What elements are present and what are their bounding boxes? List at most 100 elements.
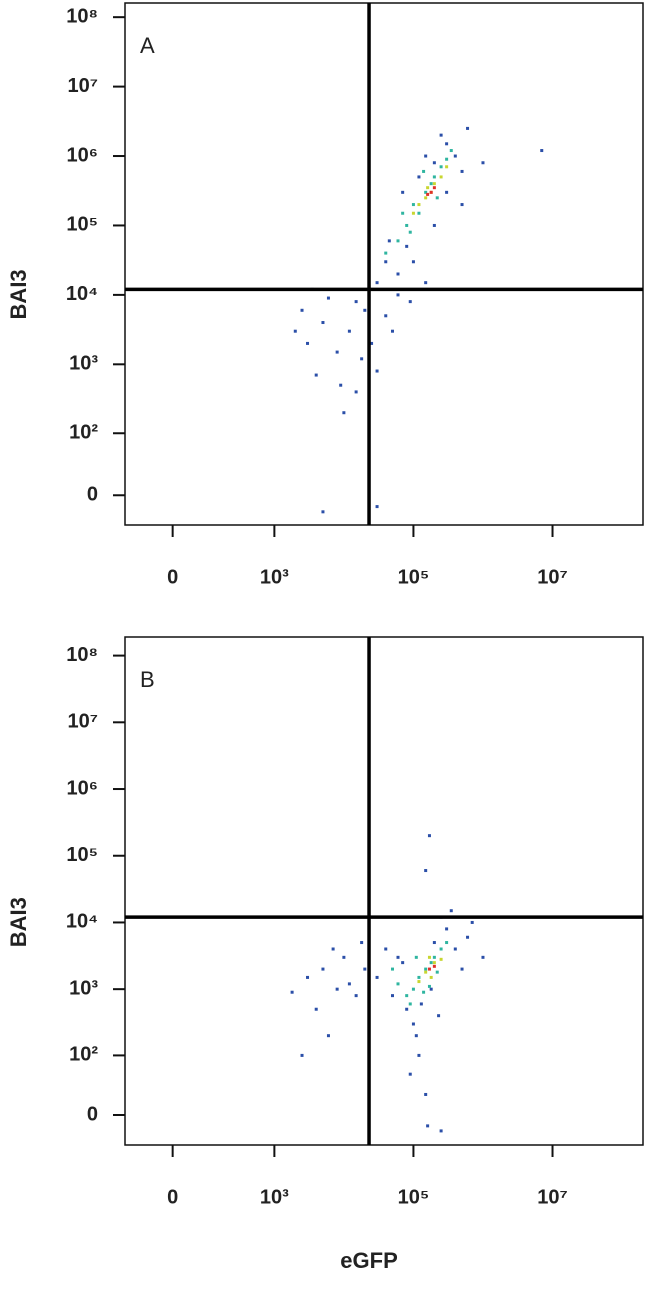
- y-tick-label: 10²: [69, 1044, 98, 1066]
- y-axis-label: BAI3: [6, 897, 31, 947]
- event-dot: [481, 161, 485, 165]
- x-axis-label: eGFP: [340, 1248, 397, 1273]
- event-dot: [432, 175, 436, 179]
- event-dot: [321, 321, 325, 325]
- event-dot: [432, 955, 436, 959]
- event-dot: [300, 1053, 304, 1057]
- event-dot: [424, 1092, 428, 1096]
- event-dot: [405, 994, 409, 998]
- event-dot: [426, 192, 430, 196]
- event-dot: [439, 175, 443, 179]
- event-dot: [384, 251, 388, 255]
- event-dot: [342, 955, 346, 959]
- event-dot: [424, 190, 428, 194]
- event-dot: [424, 154, 428, 158]
- event-dot: [411, 1022, 415, 1026]
- x-tick-label: 10³: [260, 566, 289, 588]
- event-dot: [445, 142, 449, 146]
- event-dot: [426, 1124, 430, 1128]
- event-dot: [354, 994, 358, 998]
- event-dot: [426, 186, 430, 190]
- event-dot: [439, 957, 443, 961]
- event-dot: [321, 967, 325, 971]
- event-dot: [422, 990, 426, 994]
- event-dot: [360, 941, 364, 945]
- event-dot: [375, 975, 379, 979]
- x-tick-label: 10³: [260, 1186, 289, 1208]
- x-tick-label: 10⁷: [537, 566, 568, 588]
- event-dot: [396, 272, 400, 276]
- y-tick-label: 10⁷: [68, 75, 99, 97]
- y-tick-label: 10⁴: [66, 283, 98, 305]
- event-dot: [432, 182, 436, 186]
- event-dot: [449, 909, 453, 913]
- event-dot: [384, 314, 388, 318]
- event-dot: [432, 186, 436, 190]
- event-dot: [396, 982, 400, 986]
- event-dot: [427, 955, 431, 959]
- event-dot: [396, 239, 400, 243]
- event-dot: [384, 260, 388, 264]
- event-dot: [390, 967, 394, 971]
- event-dot: [411, 211, 415, 215]
- event-dot: [363, 308, 367, 312]
- event-dot: [331, 947, 335, 951]
- event-dot: [390, 329, 394, 333]
- event-dot: [335, 987, 339, 991]
- event-dot: [408, 300, 412, 304]
- event-dot: [460, 169, 464, 173]
- event-dot: [405, 244, 409, 248]
- event-dot: [429, 975, 433, 979]
- event-dot: [432, 964, 436, 968]
- event-dot: [384, 947, 388, 951]
- y-tick-label: 10⁶: [67, 777, 98, 799]
- x-tick-label: 10⁵: [398, 566, 430, 588]
- event-dot: [401, 961, 405, 965]
- event-dot: [424, 281, 428, 285]
- event-dot: [453, 154, 457, 158]
- event-dot: [417, 211, 421, 215]
- event-dot: [445, 927, 449, 931]
- x-tick-label: 10⁵: [398, 1186, 430, 1208]
- event-dot: [300, 308, 304, 312]
- event-dot: [470, 920, 474, 924]
- event-dot: [417, 203, 421, 207]
- x-tick-label: 10⁷: [537, 1186, 568, 1208]
- event-dot: [432, 961, 436, 965]
- event-dot: [417, 975, 421, 979]
- event-dot: [405, 1007, 409, 1011]
- event-dot: [321, 510, 325, 514]
- event-dot: [445, 165, 449, 169]
- x-tick-label: 0: [167, 1186, 178, 1208]
- event-dot: [435, 970, 439, 974]
- event-dot: [335, 350, 339, 354]
- y-tick-label: 10⁴: [66, 911, 98, 933]
- event-dot: [375, 369, 379, 373]
- event-dot: [432, 223, 436, 227]
- event-dot: [314, 373, 318, 377]
- event-dot: [427, 984, 431, 988]
- y-tick-label: 0: [87, 484, 98, 506]
- event-dot: [427, 967, 431, 971]
- event-dot: [424, 196, 428, 200]
- y-tick-label: 10³: [69, 353, 98, 375]
- event-dot: [354, 300, 358, 304]
- y-tick-label: 10⁵: [66, 214, 98, 236]
- event-dot: [453, 947, 457, 951]
- event-dot: [414, 955, 418, 959]
- event-dot: [354, 390, 358, 394]
- event-dot: [290, 990, 294, 994]
- event-dot: [405, 223, 409, 227]
- event-dot: [424, 967, 428, 971]
- event-dot: [422, 169, 426, 173]
- panel-label: A: [140, 33, 155, 58]
- event-dot: [439, 1129, 443, 1133]
- y-tick-label: 10⁸: [66, 644, 98, 666]
- event-dot: [460, 203, 464, 207]
- event-dot: [347, 982, 351, 986]
- event-dot: [411, 987, 415, 991]
- event-dot: [417, 980, 421, 984]
- event-dot: [401, 190, 405, 194]
- event-dot: [445, 157, 449, 161]
- event-dot: [306, 975, 310, 979]
